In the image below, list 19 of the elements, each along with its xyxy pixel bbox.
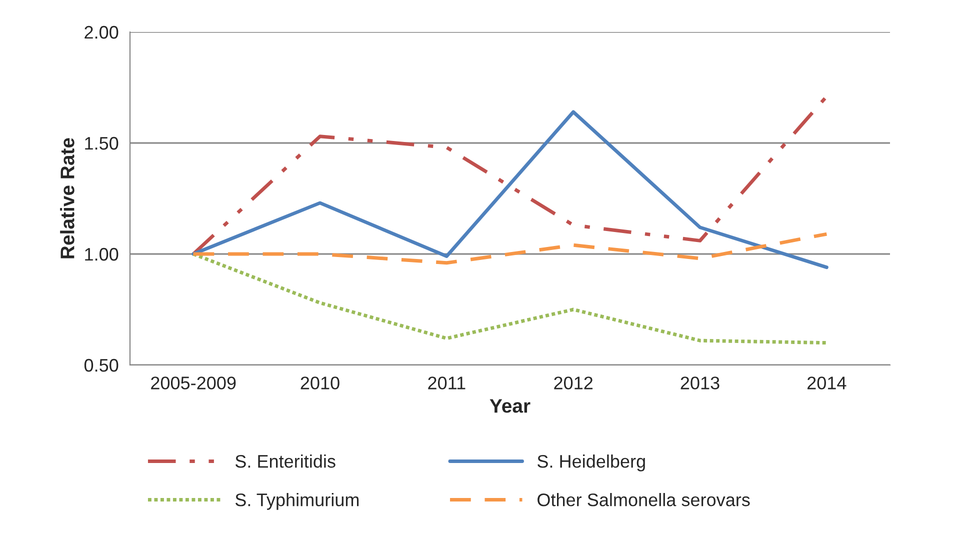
legend-label: S. Enteritidis <box>235 454 336 468</box>
x-tick-label: 2013 <box>680 376 720 390</box>
y-tick-label: 2.00 <box>84 26 118 39</box>
legend-label: S. Heidelberg <box>538 454 645 472</box>
x-tick-label: 2012 <box>554 376 593 390</box>
line-series <box>192 110 828 270</box>
x-tick-label: 2010 <box>300 376 340 390</box>
y-axis-title: Relative Rate <box>60 138 74 258</box>
line-series <box>192 232 828 265</box>
legend-label: Other Salmonella serovars <box>538 493 750 506</box>
y-tick-label: 1.00 <box>85 248 118 261</box>
x-tick-label: 2005-2009 <box>151 376 236 390</box>
line-series <box>192 252 828 345</box>
legend-label: S. Typhimurium <box>235 493 359 510</box>
x-axis-title: Year <box>490 399 530 413</box>
y-tick-label: 1.50 <box>85 136 118 150</box>
x-tick-label: 2011 <box>428 376 466 390</box>
y-tick-label: 0.50 <box>84 358 118 372</box>
x-tick-label: 2014 <box>807 376 846 390</box>
